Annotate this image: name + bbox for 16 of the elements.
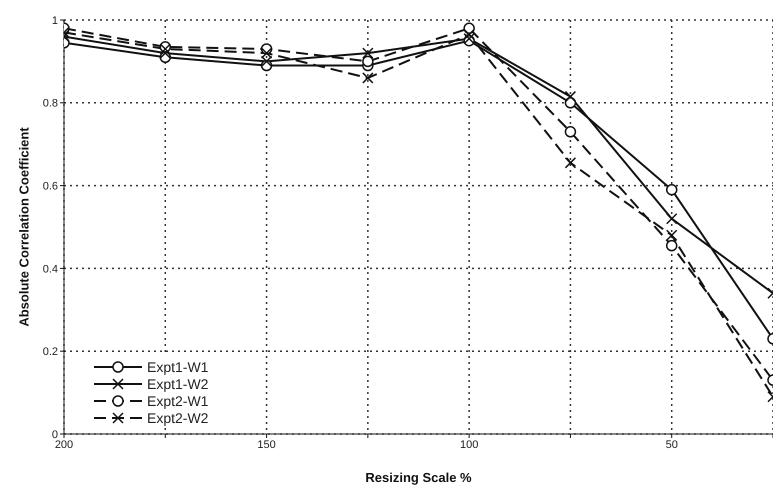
x-tick-label: 100 (460, 438, 478, 451)
y-tick-label: 0.4 (42, 263, 58, 276)
legend-label: Expt1-W1 (147, 358, 208, 374)
legend-label: Expt2-W2 (147, 410, 208, 426)
y-tick-label: 1 (52, 14, 58, 27)
x-tick-label: 150 (257, 438, 276, 451)
x-tick-label: 200 (54, 438, 74, 451)
y-tick-label: 0.2 (42, 346, 58, 358)
y-axis-title: Absolute Correlation Coefficient (16, 126, 32, 327)
legend-label: Expt2-W1 (147, 392, 208, 408)
y-tick-label: 0.8 (42, 98, 58, 110)
y-tick-label: 0 (52, 428, 58, 441)
legend-label: Expt1-W2 (147, 376, 208, 392)
y-tick-label: 0.6 (42, 180, 58, 193)
x-axis-title: Resizing Scale % (365, 470, 472, 485)
x-tick-label: 50 (666, 438, 678, 451)
